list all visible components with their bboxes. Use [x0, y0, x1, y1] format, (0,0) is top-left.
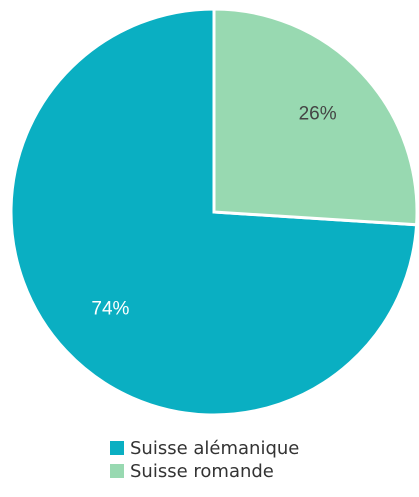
legend-label: Suisse romande	[130, 461, 274, 482]
slice-label: 74%	[91, 298, 129, 319]
legend-swatch	[110, 441, 124, 455]
slice-label: 26%	[299, 104, 337, 125]
legend-label: Suisse alémanique	[130, 438, 299, 459]
pie-slice	[212, 7, 419, 227]
legend-swatch	[110, 464, 124, 478]
